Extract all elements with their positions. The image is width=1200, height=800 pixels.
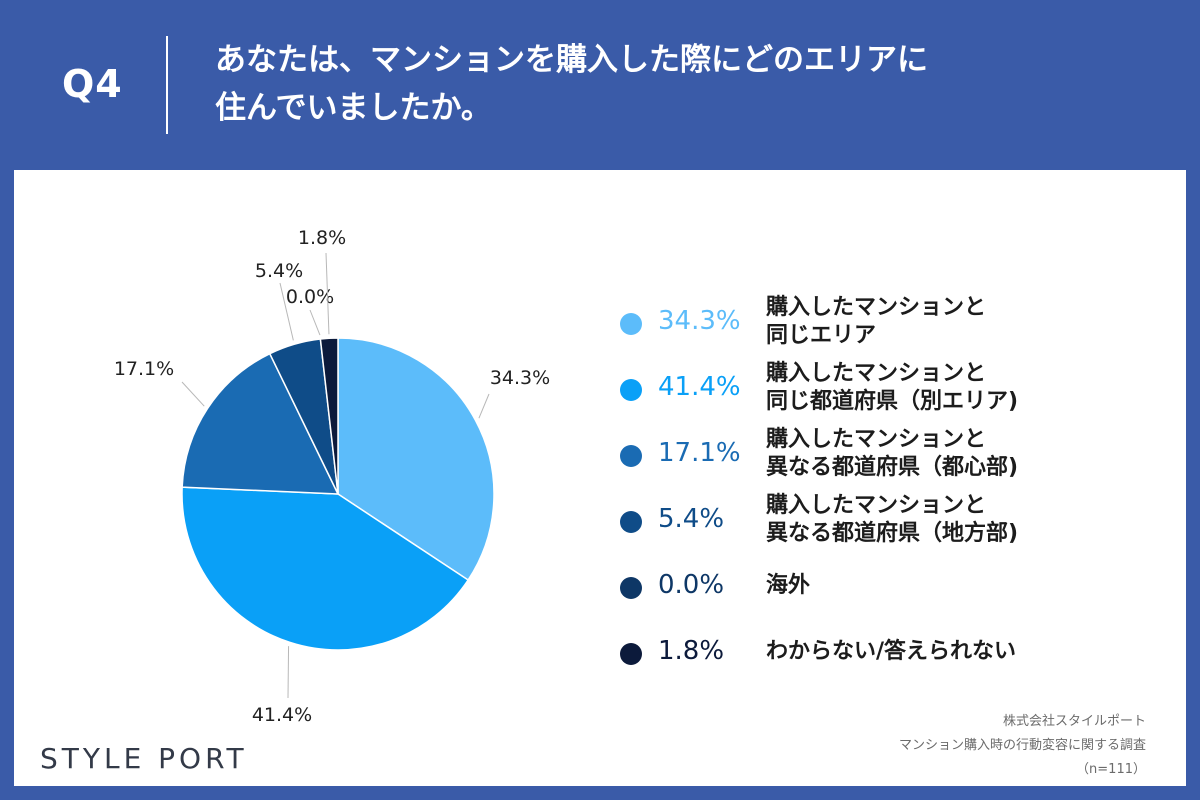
source-sample-size: （n=111） (1076, 762, 1146, 777)
legend-label-line1: 購入したマンションと (766, 427, 987, 452)
legend-percent: 41.4% (658, 372, 741, 402)
legend-percent: 34.3% (658, 306, 741, 336)
header: Q4 あなたは、マンションを購入した際にどのエリアに 住んでいましたか。 (0, 0, 1200, 165)
legend-dot (620, 445, 642, 467)
legend-item: 34.3% 購入したマンションと 同じエリア (620, 294, 1180, 354)
legend-item: 41.4% 購入したマンションと 同じ都道府県（別エリア) (620, 360, 1180, 420)
source-company: 株式会社スタイルポート (1002, 714, 1146, 729)
leader-line (478, 393, 490, 419)
question-title-line2: 住んでいましたか。 (215, 90, 492, 126)
legend-dot (620, 511, 642, 533)
legend-item: 0.0% 海外 (620, 558, 1180, 618)
legend-label: 購入したマンションと 同じエリア (766, 294, 1166, 350)
legend-item: 17.1% 購入したマンションと 異なる都道府県（都心部) (620, 426, 1180, 486)
legend-label: 購入したマンションと 同じ都道府県（別エリア) (766, 360, 1166, 416)
legend-percent: 0.0% (658, 570, 725, 600)
question-number: Q4 (62, 62, 123, 106)
source-survey: マンション購入時の行動変容に関する調査 (898, 738, 1146, 753)
pie-chart: 34.3% 41.4% 17.1% 5.4% 0.0% 1.8% (114, 227, 550, 726)
legend-label-line2: 同じエリア (766, 323, 877, 348)
data-label: 1.8% (298, 227, 346, 249)
legend-label-line2: 異なる都道府県（地方部) (766, 521, 1019, 546)
legend-label-line2: 同じ都道府県（別エリア) (766, 389, 1019, 414)
pie-slice (181, 352, 340, 495)
chart-panel: 34.3% 41.4% 17.1% 5.4% 0.0% 1.8% 34.3% 購入したマン… (14, 170, 1186, 786)
data-label: 41.4% (252, 704, 312, 726)
legend-percent: 5.4% (658, 504, 725, 534)
data-label: 5.4% (255, 260, 303, 282)
legend-label: わからない/答えられない (766, 638, 1166, 666)
header-divider (166, 36, 168, 134)
legend-label-line1: 購入したマンションと (766, 361, 987, 386)
legend-item: 1.8% わからない/答えられない (620, 624, 1180, 684)
data-label: 17.1% (114, 358, 174, 380)
legend-dot (620, 379, 642, 401)
legend-item: 5.4% 購入したマンションと 異なる都道府県（地方部) (620, 492, 1180, 552)
legend-dot (620, 313, 642, 335)
leader-line (325, 252, 330, 335)
leader-line (279, 282, 294, 341)
legend-percent: 17.1% (658, 438, 741, 468)
question-title-line1: あなたは、マンションを購入した際にどのエリアに (215, 42, 928, 78)
legend-label: 海外 (766, 572, 1166, 600)
leader-line (181, 381, 205, 407)
legend-percent: 1.8% (658, 636, 725, 666)
data-label: 34.3% (490, 367, 550, 389)
pie-slice (181, 486, 470, 651)
legend-label: 購入したマンションと 異なる都道府県（地方部) (766, 492, 1166, 548)
leader-line (309, 309, 321, 336)
data-label: 0.0% (286, 286, 334, 308)
legend-label-line1: 購入したマンションと (766, 295, 987, 320)
brand-logo: STYLE PORT (40, 742, 248, 775)
source-note: 株式会社スタイルポート マンション購入時の行動変容に関する調査 （n=111） (899, 710, 1146, 782)
legend-label-line1: わからない/答えられない (766, 639, 1017, 664)
legend-label: 購入したマンションと 異なる都道府県（都心部) (766, 426, 1166, 482)
legend-label-line1: 購入したマンションと (766, 493, 987, 518)
question-title: あなたは、マンションを購入した際にどのエリアに 住んでいましたか。 (215, 36, 1115, 132)
legend-label-line1: 海外 (766, 573, 811, 598)
legend-dot (620, 643, 642, 665)
leader-line (287, 646, 290, 699)
legend-label-line2: 異なる都道府県（都心部) (766, 455, 1019, 480)
legend-dot (620, 577, 642, 599)
pie-slice (319, 337, 339, 495)
